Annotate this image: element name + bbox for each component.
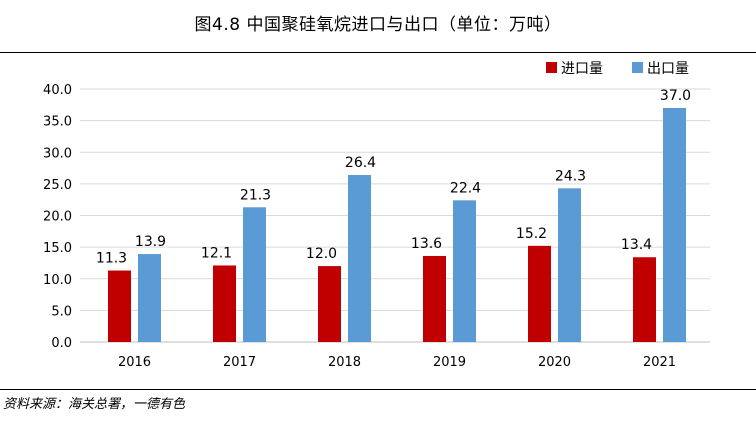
y-tick-label: 15.0 (43, 241, 72, 256)
bar-import-2017 (213, 265, 236, 342)
bar-export-2016 (138, 254, 161, 342)
data-label-import-2019: 13.6 (411, 236, 442, 252)
source-note: 资料来源：海关总署，一德有色 (3, 397, 186, 412)
data-label-export-2016: 13.9 (135, 234, 166, 250)
data-label-export-2018: 26.4 (345, 155, 376, 171)
bar-import-2019 (423, 255, 446, 342)
y-axis-labels: 0.0 5.0 10.0 15.0 20.0 25.0 30.0 35.0 40.0 (43, 83, 72, 351)
x-tick-label: 2019 (433, 355, 466, 370)
legend-label: 出口量 (647, 61, 689, 77)
x-tick-label: 2021 (643, 355, 676, 370)
data-label-import-2017: 12.1 (201, 245, 232, 261)
x-tick-label: 2017 (223, 355, 256, 370)
title-divider (0, 52, 756, 53)
bar-export-2017 (243, 207, 266, 342)
y-tick-label: 0.0 (51, 336, 72, 351)
data-label-export-2017: 21.3 (240, 187, 271, 203)
data-label-import-2020: 15.2 (516, 226, 547, 242)
bar-import-2016 (108, 270, 131, 342)
bar-import-2018 (318, 266, 341, 342)
gridlines (80, 88, 710, 343)
bar-export-2019 (453, 200, 476, 342)
x-tick-label: 2018 (328, 355, 361, 370)
data-label-export-2021: 37.0 (660, 88, 691, 104)
data-label-import-2018: 12.0 (306, 246, 337, 262)
bar-export-2021 (663, 107, 686, 342)
bars (108, 107, 686, 342)
source-divider (0, 389, 756, 390)
legend-swatch (632, 62, 643, 73)
data-labels: 11.3 13.9 12.1 21.3 12.0 26.4 13.6 22.4 15.2 24.3… (96, 88, 691, 267)
data-label-import-2016: 11.3 (96, 251, 127, 267)
bar-export-2020 (558, 188, 581, 342)
bar-import-2020 (528, 245, 551, 342)
bar-import-2021 (633, 257, 656, 342)
legend-swatch (546, 62, 557, 73)
x-tick-label: 2016 (118, 355, 151, 370)
legend-label: 进口量 (561, 61, 603, 77)
y-tick-label: 35.0 (43, 115, 72, 130)
y-tick-label: 25.0 (43, 178, 72, 193)
chart-title: 图4.8 中国聚硅氧烷进口与出口（单位：万吨） (194, 15, 562, 35)
y-tick-label: 5.0 (51, 304, 72, 319)
bar-chart: 0.05.010.015.020.025.030.035.040.0 11.31… (43, 61, 710, 370)
y-tick-label: 10.0 (43, 273, 72, 288)
y-tick-label: 20.0 (43, 210, 72, 225)
data-label-export-2019: 22.4 (450, 180, 481, 196)
x-tick-label: 2020 (538, 355, 571, 370)
data-label-export-2020: 24.3 (555, 168, 586, 184)
bar-export-2018 (348, 175, 371, 342)
legend: 进口量 出口量 (546, 61, 689, 77)
x-axis-labels: 2016 2017 2018 2019 2020 2021 (118, 355, 676, 370)
y-tick-label: 40.0 (43, 83, 72, 98)
y-tick-label: 30.0 (43, 146, 72, 161)
data-label-import-2021: 13.4 (621, 237, 652, 253)
